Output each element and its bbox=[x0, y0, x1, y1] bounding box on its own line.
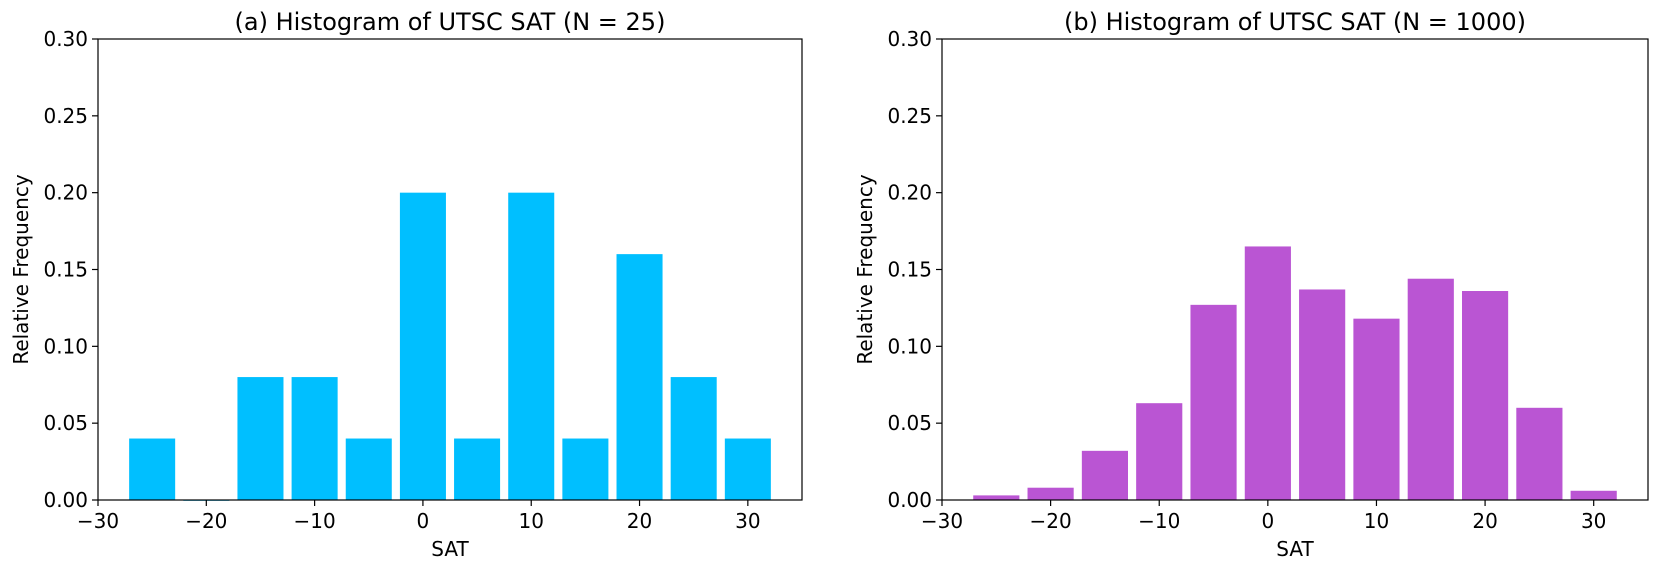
x-tick-label: 0 bbox=[1261, 509, 1274, 533]
chart-title: (a) Histogram of UTSC SAT (N = 25) bbox=[235, 8, 666, 36]
x-axis-label: SAT bbox=[431, 537, 469, 561]
x-tick-label: −10 bbox=[294, 509, 336, 533]
y-tick-label: 0.15 bbox=[887, 258, 932, 282]
bar bbox=[1081, 450, 1128, 500]
y-tick-label: 0.20 bbox=[887, 181, 932, 205]
bar bbox=[724, 438, 771, 500]
bar bbox=[1136, 403, 1183, 500]
y-tick-label: 0.15 bbox=[43, 258, 88, 282]
y-tick-label: 0.00 bbox=[887, 488, 932, 512]
bar bbox=[454, 438, 501, 500]
bar bbox=[616, 254, 663, 500]
y-tick-label: 0.10 bbox=[887, 334, 932, 358]
x-tick-label: 20 bbox=[1472, 509, 1497, 533]
bar bbox=[973, 495, 1020, 500]
y-tick-label: 0.30 bbox=[887, 27, 932, 51]
bar bbox=[562, 438, 609, 500]
x-tick-label: −10 bbox=[1138, 509, 1180, 533]
bar bbox=[1353, 318, 1400, 500]
bar bbox=[508, 192, 555, 501]
chart-panel-a: 0.00 0.05 0.10 0.15 0.20 0.25 0.30 −30 −20 −10 0 10… bbox=[9, 8, 803, 561]
bar bbox=[291, 377, 338, 500]
x-tick-label: 10 bbox=[1364, 509, 1389, 533]
x-tick-label: −30 bbox=[77, 509, 119, 533]
y-tick-label: 0.10 bbox=[43, 334, 88, 358]
x-tick-label: 30 bbox=[735, 509, 760, 533]
y-tick-label: 0.30 bbox=[43, 27, 88, 51]
bar bbox=[237, 377, 284, 500]
x-tick-label: 30 bbox=[1581, 509, 1606, 533]
y-axis-label: Relative Frequency bbox=[853, 174, 877, 364]
x-tick-label: 0 bbox=[417, 509, 430, 533]
chart-panel-b: 0.00 0.05 0.10 0.15 0.20 0.25 0.30 −30 −20 −10 0 10… bbox=[853, 8, 1649, 561]
y-tick-label: 0.20 bbox=[43, 181, 88, 205]
y-tick-label: 0.05 bbox=[43, 411, 88, 435]
bar bbox=[1299, 289, 1346, 500]
bar bbox=[670, 377, 717, 500]
x-tick-label: 10 bbox=[519, 509, 544, 533]
y-tick-label: 0.00 bbox=[43, 488, 88, 512]
bar bbox=[1570, 490, 1617, 500]
x-tick-label: −30 bbox=[921, 509, 963, 533]
bar bbox=[399, 192, 446, 501]
chart-title: (b) Histogram of UTSC SAT (N = 1000) bbox=[1064, 8, 1526, 36]
bar bbox=[1244, 246, 1291, 500]
y-axis-label: Relative Frequency bbox=[9, 174, 33, 364]
y-tick-label: 0.25 bbox=[43, 104, 88, 128]
y-tick-label: 0.25 bbox=[887, 104, 932, 128]
bar bbox=[345, 438, 392, 500]
bar bbox=[1516, 407, 1563, 500]
y-tick-label: 0.05 bbox=[887, 411, 932, 435]
bar bbox=[1190, 304, 1237, 500]
bar bbox=[1462, 291, 1509, 500]
bar bbox=[1407, 278, 1454, 500]
x-tick-label: −20 bbox=[1030, 509, 1072, 533]
x-axis-label: SAT bbox=[1276, 537, 1314, 561]
bar bbox=[129, 438, 176, 500]
x-tick-label: 20 bbox=[627, 509, 652, 533]
x-tick-label: −20 bbox=[185, 509, 227, 533]
bar bbox=[1027, 487, 1074, 500]
